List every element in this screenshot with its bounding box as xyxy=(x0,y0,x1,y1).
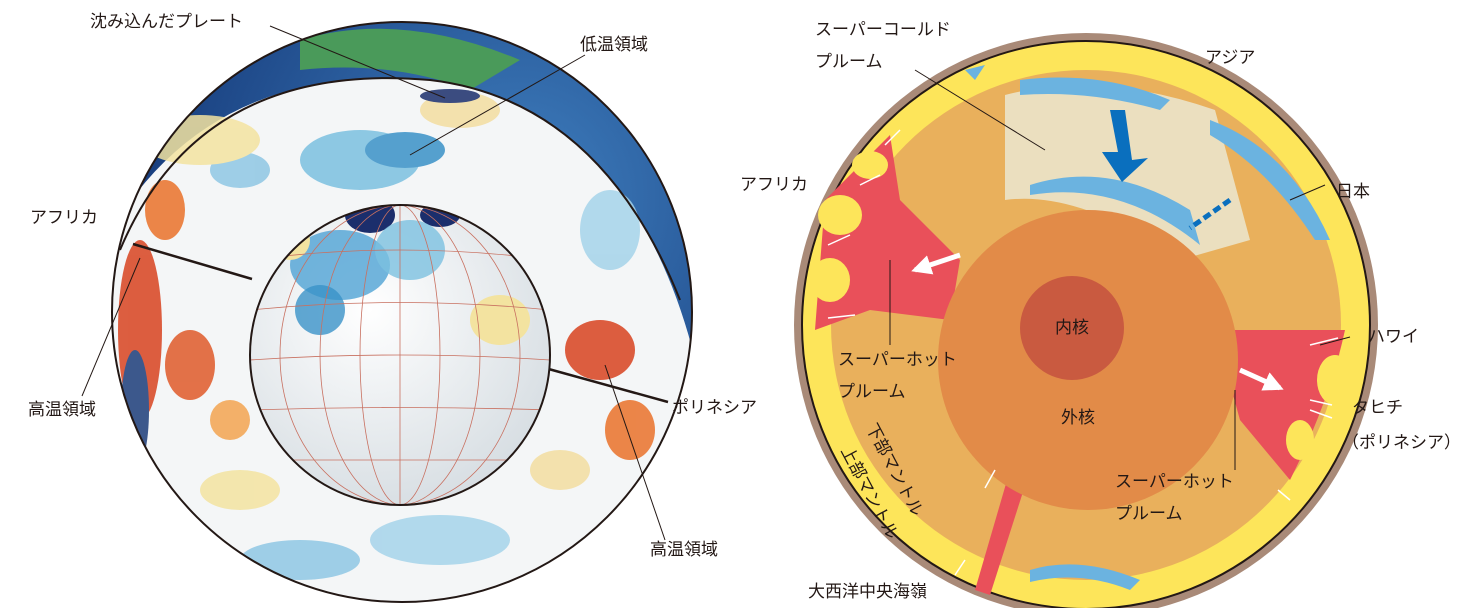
label: ハワイ xyxy=(1368,327,1419,347)
mantle-cross-section xyxy=(794,33,1378,608)
label: 高温領域 xyxy=(650,540,718,560)
label: 低温領域 xyxy=(580,35,648,55)
label: 内核 xyxy=(1055,318,1089,338)
label: プルーム xyxy=(1115,504,1183,524)
label: スーパーホット xyxy=(1115,472,1234,492)
label: ポリネシア xyxy=(672,398,757,418)
label: 外核 xyxy=(1061,408,1095,428)
label: スーパーコールド xyxy=(815,20,951,40)
label: タヒチ xyxy=(1352,398,1403,418)
label: アフリカ xyxy=(30,208,98,228)
tomography-globe xyxy=(81,21,693,603)
label: プルーム xyxy=(815,52,883,72)
label: プルーム xyxy=(838,382,906,402)
label: 大西洋中央海嶺 xyxy=(808,582,927,602)
label: 日本 xyxy=(1336,182,1370,202)
label: 高温領域 xyxy=(28,400,96,420)
label: アジア xyxy=(1205,48,1255,68)
label: （ポリネシア） xyxy=(1342,433,1461,453)
label: スーパーホット xyxy=(838,350,957,370)
label: 沈み込んだプレート xyxy=(90,12,243,32)
label: アフリカ xyxy=(740,175,808,195)
